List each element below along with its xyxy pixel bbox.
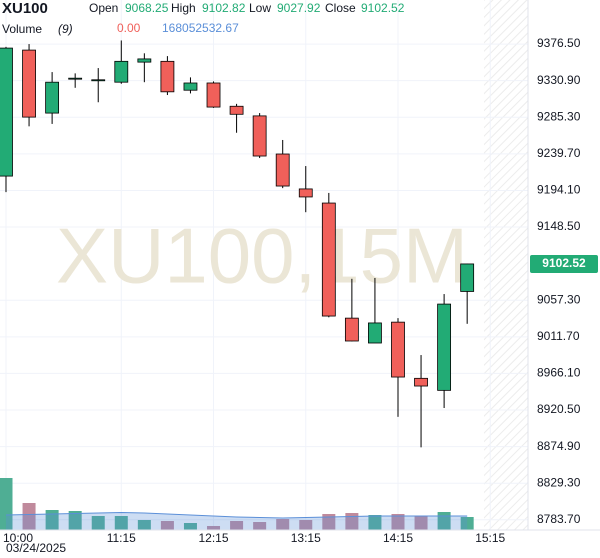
x-tick-label: 12:15 bbox=[199, 531, 229, 545]
volume-bar bbox=[391, 514, 405, 530]
candle-body bbox=[229, 105, 244, 115]
candle-body bbox=[22, 49, 36, 118]
volume-period: (9) bbox=[58, 22, 73, 36]
volume-bar bbox=[0, 478, 13, 530]
candle-body bbox=[252, 115, 267, 157]
y-tick-label: 8829.30 bbox=[537, 475, 581, 489]
legend-label: Low bbox=[249, 1, 271, 15]
x-tick-label: 14:15 bbox=[383, 531, 413, 545]
volume-bar bbox=[68, 511, 82, 530]
candle-body bbox=[114, 60, 129, 83]
volume-bar bbox=[253, 522, 267, 530]
legend-label: High bbox=[171, 1, 196, 15]
candle-body bbox=[298, 188, 313, 198]
price-tag: 9102.52 bbox=[542, 256, 586, 270]
candle-body bbox=[45, 81, 60, 114]
volume-bar bbox=[322, 514, 336, 530]
volume-bar bbox=[414, 516, 428, 530]
volume-bar bbox=[230, 521, 244, 530]
legend-value: 9102.52 bbox=[361, 1, 405, 15]
candle-body bbox=[414, 377, 428, 387]
x-tick-label: 11:15 bbox=[107, 531, 136, 545]
legend-label: Close bbox=[325, 1, 356, 15]
y-tick-label: 8920.50 bbox=[537, 402, 581, 416]
grid bbox=[0, 0, 528, 530]
legend-value: 9027.92 bbox=[277, 1, 321, 15]
y-tick-label: 9330.90 bbox=[537, 73, 581, 87]
candle-body bbox=[344, 317, 359, 342]
x-tick-label: 15:15 bbox=[475, 531, 505, 545]
candle-body bbox=[0, 47, 13, 177]
volume-bar bbox=[207, 526, 221, 530]
candle-body bbox=[460, 263, 475, 292]
x-tick-label: 13:15 bbox=[291, 531, 321, 545]
candle-body bbox=[437, 303, 452, 391]
candle-body bbox=[275, 153, 290, 187]
candle-body bbox=[368, 322, 382, 344]
candle-body bbox=[206, 82, 221, 108]
date-label: 03/24/2025 bbox=[6, 541, 66, 555]
volume-bar bbox=[345, 513, 359, 530]
x-tick-label: 10:00 bbox=[3, 531, 33, 545]
candle-body bbox=[137, 58, 152, 63]
volume-bar bbox=[137, 520, 151, 530]
volume-ma-value: 168052532.67 bbox=[162, 21, 239, 35]
legend-label: Open bbox=[89, 1, 118, 15]
legend-value: 9068.25 bbox=[125, 1, 169, 15]
volume-bar bbox=[22, 503, 36, 530]
volume-ma-line bbox=[5, 511, 468, 519]
y-tick-label: 9376.50 bbox=[537, 36, 581, 50]
candle-body bbox=[91, 79, 106, 82]
volume-label: Volume bbox=[2, 22, 42, 36]
candle-body bbox=[391, 321, 405, 378]
volume-bar bbox=[368, 515, 382, 530]
volume-bar bbox=[460, 517, 474, 530]
candle-body bbox=[160, 60, 175, 93]
candle-body bbox=[68, 77, 83, 80]
volume-bar bbox=[160, 521, 174, 530]
volume-bar bbox=[299, 520, 313, 530]
volume-bar bbox=[45, 510, 59, 530]
y-tick-label: 8966.10 bbox=[537, 366, 581, 380]
y-tick-label: 9148.50 bbox=[537, 219, 581, 233]
volume-bar bbox=[183, 523, 197, 530]
candle-body bbox=[321, 202, 336, 317]
volume-bar bbox=[276, 519, 290, 530]
volume-bar bbox=[114, 516, 128, 530]
symbol: XU100 bbox=[2, 0, 48, 17]
watermark: XU100,15M bbox=[56, 212, 468, 300]
candle-body bbox=[183, 82, 198, 91]
y-tick-label: 8874.90 bbox=[537, 439, 581, 453]
y-tick-label: 9011.70 bbox=[537, 329, 580, 343]
y-tick-label: 9285.30 bbox=[537, 109, 581, 123]
legend-value: 9102.82 bbox=[202, 1, 246, 15]
plot bbox=[0, 40, 475, 530]
future-area bbox=[484, 0, 528, 530]
y-tick-label: 9057.30 bbox=[537, 292, 581, 306]
y-tick-label: 9194.10 bbox=[537, 183, 581, 197]
volume-bar bbox=[91, 516, 105, 530]
y-tick-label: 8783.70 bbox=[537, 512, 581, 526]
volume-value: 0.00 bbox=[117, 21, 141, 35]
y-tick-label: 9239.70 bbox=[537, 146, 581, 160]
price-tag-bg bbox=[530, 254, 598, 273]
